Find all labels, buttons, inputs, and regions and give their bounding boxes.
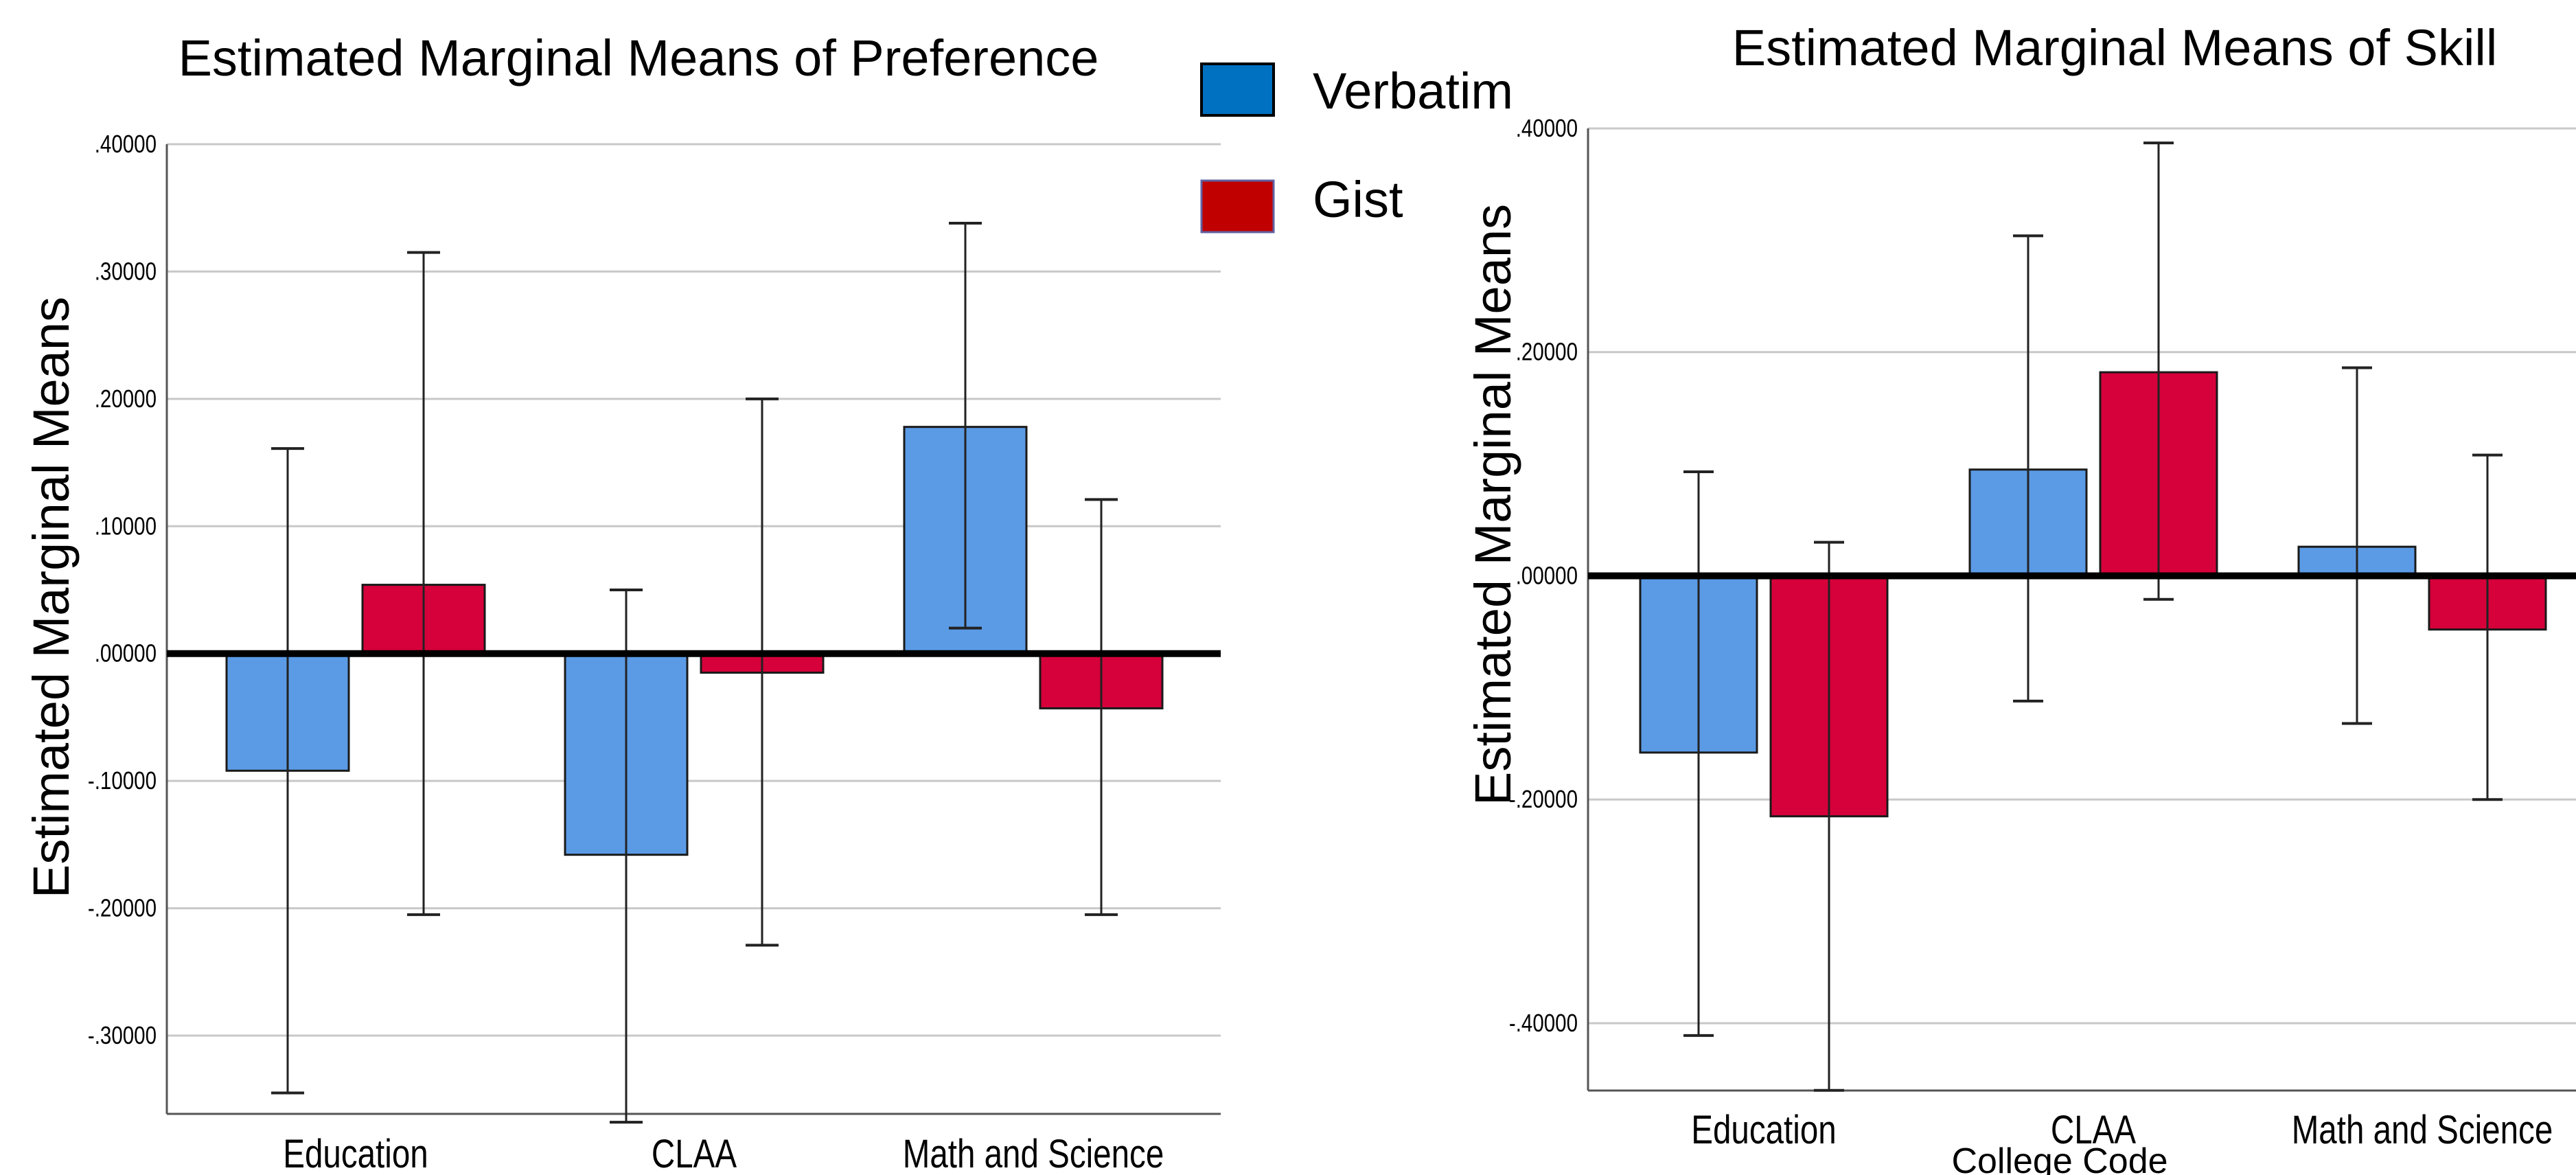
- legend: Verbatim Gist: [1200, 62, 1513, 233]
- y-tick-label: .30000: [95, 258, 157, 285]
- skill-error-bars: [1588, 141, 2576, 1092]
- x-tick-label: Math and Science: [903, 1132, 1164, 1175]
- x-tick-label: Education: [283, 1132, 428, 1175]
- preference-chart-title: Estimated Marginal Means of Preference: [179, 30, 1099, 87]
- skill-gridlines: [1587, 127, 2576, 1092]
- preference-chart: Estimated Marginal Means of Preference E…: [23, 30, 1221, 1175]
- x-tick-label: CLAA: [2051, 1108, 2137, 1153]
- legend-swatch-gist: [1200, 179, 1275, 233]
- skill-chart-title: Estimated Marginal Means of Skill: [1732, 19, 2498, 76]
- skill-y-axis-label: Estimated Marginal Means: [1464, 204, 1521, 806]
- x-tick-label: Education: [1691, 1108, 1836, 1153]
- legend-swatch-verbatim: [1200, 62, 1275, 117]
- preference-y-ticks: .40000 .30000 .20000 .10000 .00000 -.10000 -.2…: [88, 130, 157, 1049]
- legend-label-gist: Gist: [1313, 171, 1403, 228]
- y-tick-label: -.20000: [88, 894, 157, 922]
- legend-label-verbatim: Verbatim: [1313, 62, 1513, 119]
- y-tick-label: .10000: [95, 512, 157, 539]
- x-tick-label: CLAA: [652, 1132, 737, 1175]
- preference-gridlines: [165, 143, 1221, 1115]
- y-tick-label: .20000: [95, 385, 157, 412]
- y-tick-label: .40000: [95, 130, 157, 157]
- preference-bars: [225, 426, 1164, 856]
- preference-y-axis-label: Estimated Marginal Means: [23, 297, 80, 898]
- preference-x-ticks: Education CLAA Math and Science: [283, 1132, 1164, 1175]
- skill-x-axis-label: College Code: [1951, 1141, 2167, 1175]
- y-tick-label: -.10000: [88, 766, 157, 794]
- y-tick-label: .00000: [1516, 562, 1578, 589]
- skill-bars: [1639, 371, 2547, 818]
- y-tick-label: -.20000: [1509, 785, 1578, 812]
- skill-x-ticks: Education CLAA Math and Science: [1691, 1108, 2553, 1153]
- skill-chart: Estimated Marginal Means of Skill Estima…: [1464, 19, 2576, 1175]
- y-tick-label: -.40000: [1509, 1009, 1578, 1036]
- y-tick-label: .20000: [1516, 338, 1578, 365]
- y-tick-label: .40000: [1516, 114, 1578, 141]
- preference-error-bars: [167, 221, 1221, 1124]
- y-tick-label: -.30000: [88, 1021, 157, 1049]
- y-tick-label: .00000: [95, 639, 157, 667]
- x-tick-label: Math and Science: [2292, 1108, 2553, 1153]
- skill-y-ticks: .40000 .20000 .00000 -.20000 -.40000: [1509, 114, 1578, 1036]
